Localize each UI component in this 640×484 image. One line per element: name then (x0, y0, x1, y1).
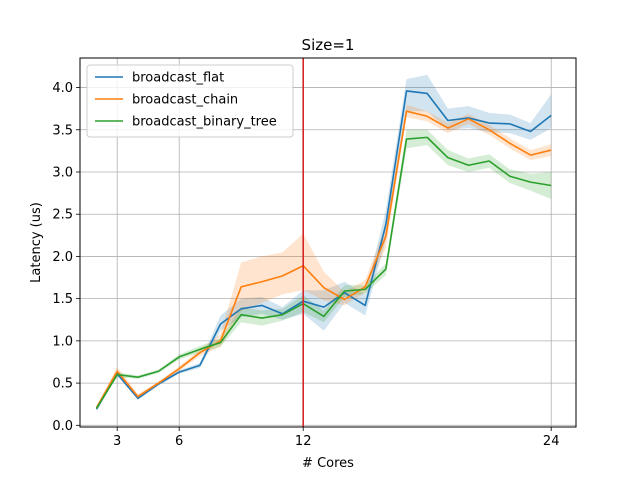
broadcast-chain-line (95, 110, 552, 408)
y-axis-ticks: 0.0 0.5 1.0 1.5 2.0 2.5 3.0 3.5 4.0 (52, 81, 80, 434)
legend-items: broadcast_flat broadcast_chain broadcast_b… (95, 71, 277, 130)
broadcast-flat-line (95, 90, 552, 410)
x-axis-label: # Cores (302, 456, 354, 471)
x-tick-label: 12 (295, 434, 312, 449)
broadcast-binary-tree-legend-label: broadcast_binary_tree (132, 115, 277, 130)
legend-box (86, 64, 294, 138)
y-tick-label: 1.0 (52, 334, 73, 349)
series-lines (95, 90, 552, 410)
y-tick-label: 3.0 (52, 165, 73, 180)
y-tick-label: 0.0 (52, 419, 73, 434)
x-axis-ticks: 3 6 12 24 (113, 427, 559, 449)
broadcast-binary-tree-line (95, 136, 552, 409)
y-tick-label: 0.5 (52, 377, 73, 392)
y-tick-label: 4.0 (52, 81, 73, 96)
x-tick-label: 6 (175, 434, 183, 449)
legend: broadcast_flat broadcast_chain broadcast_b… (86, 64, 294, 138)
y-axis-label: Latency (us) (29, 202, 44, 283)
x-tick-label: 3 (113, 434, 121, 449)
broadcast-chain-legend-label: broadcast_chain (132, 93, 238, 108)
plot-frame (79, 57, 577, 428)
y-tick-label: 2.0 (52, 250, 73, 265)
chart-title: Size=1 (302, 36, 355, 54)
y-tick-label: 3.5 (52, 123, 73, 138)
y-tick-label: 1.5 (52, 292, 73, 307)
x-tick-label: 24 (543, 434, 560, 449)
broadcast-flat-legend-label: broadcast_flat (132, 71, 224, 86)
y-tick-label: 2.5 (52, 208, 73, 223)
